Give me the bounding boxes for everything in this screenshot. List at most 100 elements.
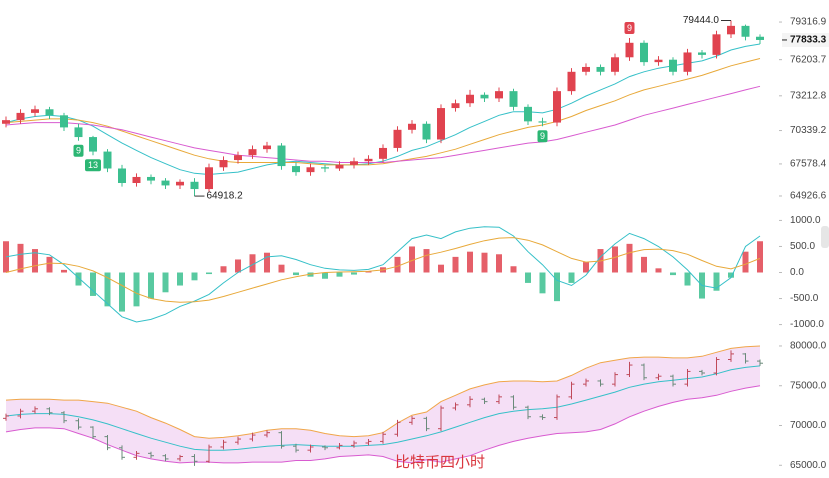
y-tick-label: 0.0 [790,267,804,278]
macd-bar [336,272,343,277]
macd-bar [481,252,488,273]
macd-bar [554,272,560,302]
td-marker [537,130,548,143]
macd-bar [713,272,720,291]
candle-body [147,176,155,181]
candle-body [698,52,706,55]
macd-bar [249,254,256,273]
candle-body [553,91,561,123]
candle-body [538,121,547,123]
candle-body [350,161,358,165]
td-marker-label: 9 [76,146,81,156]
candle-body [408,123,416,130]
candle-body [161,180,170,186]
macd-bar [655,268,662,273]
candle-body [683,52,692,72]
macd-bar [278,264,285,273]
macd-bar [46,256,53,273]
macd-bar [90,272,96,296]
candle-body [509,91,518,107]
macd-bar [684,272,691,286]
candle-body [466,94,474,104]
y-tick-label: 67578.4 [790,159,827,170]
macd-bar [119,272,125,312]
candle-body [727,25,735,35]
td-marker-label: 13 [88,160,98,170]
candle-body [379,147,387,159]
candle-body [234,155,242,161]
macd-bar [641,256,647,273]
y-tick-label: 80000.0 [790,341,827,352]
macd-bar [467,251,473,273]
side-handle[interactable] [821,226,829,248]
line [5,58,761,166]
y-tick-label: 70000.0 [790,420,827,431]
macd-bar [177,272,183,286]
candle-body [103,151,112,169]
macd-bar [104,272,111,307]
annotation-label: 64918.2 [207,191,244,202]
candle-body [712,34,721,55]
macd-bar [423,249,430,273]
y-tick-label: 500.0 [790,241,815,252]
macd-bar [133,272,140,307]
candle-body [219,160,228,168]
candle-body [451,103,460,109]
line [5,237,761,303]
y-tick-label: 76203.7 [790,54,827,65]
candle-body [524,106,532,122]
candle-body [335,164,344,169]
candle-body [277,145,286,167]
macd-bar [264,252,270,273]
candle-body [16,112,25,121]
candle-body [118,168,126,184]
candle-body [364,158,373,162]
line [5,85,761,163]
candle-body [45,109,54,116]
macd-bar [612,246,618,273]
candle-body [263,145,271,150]
candle-body [31,109,39,113]
y-tick-label: 65000.0 [790,460,827,471]
td-marker [73,144,84,157]
candle-body [306,167,315,173]
candle-body [74,127,83,138]
macd-bar [539,272,546,294]
macd-bar [365,271,372,273]
y-tick-label: 64926.6 [790,191,827,202]
macd-bar [510,266,517,273]
candle-body [422,123,431,140]
macd-bar [351,272,357,275]
macd-bar [626,243,633,273]
td-marker-label: 9 [627,23,632,33]
candle-body [756,36,764,40]
last-price-tag [782,32,829,47]
macd-bar [206,272,212,275]
candle-body [205,167,213,190]
candle-body [292,166,300,173]
candle-body [596,66,605,72]
macd-bar [148,272,154,299]
line [5,385,761,464]
macd-bar [322,272,328,279]
td-marker [85,159,101,172]
td-marker [624,21,635,34]
y-tick-label: -500.0 [790,293,819,304]
macd-bar [394,256,401,273]
candle-body [480,94,489,99]
macd-bar [496,254,502,273]
macd-bar [568,272,575,283]
candle-body [176,181,184,186]
candle-body [625,42,634,58]
macd-bar [75,272,82,286]
candle-body [654,59,663,63]
candle-body [248,149,257,156]
candle-body [132,176,141,184]
candle-body [190,181,199,190]
macd-bar [162,272,169,293]
macd-bar [670,272,676,276]
candle-body [495,91,503,99]
macd-bar [438,264,444,273]
y-tick-label: 70339.2 [790,125,827,136]
